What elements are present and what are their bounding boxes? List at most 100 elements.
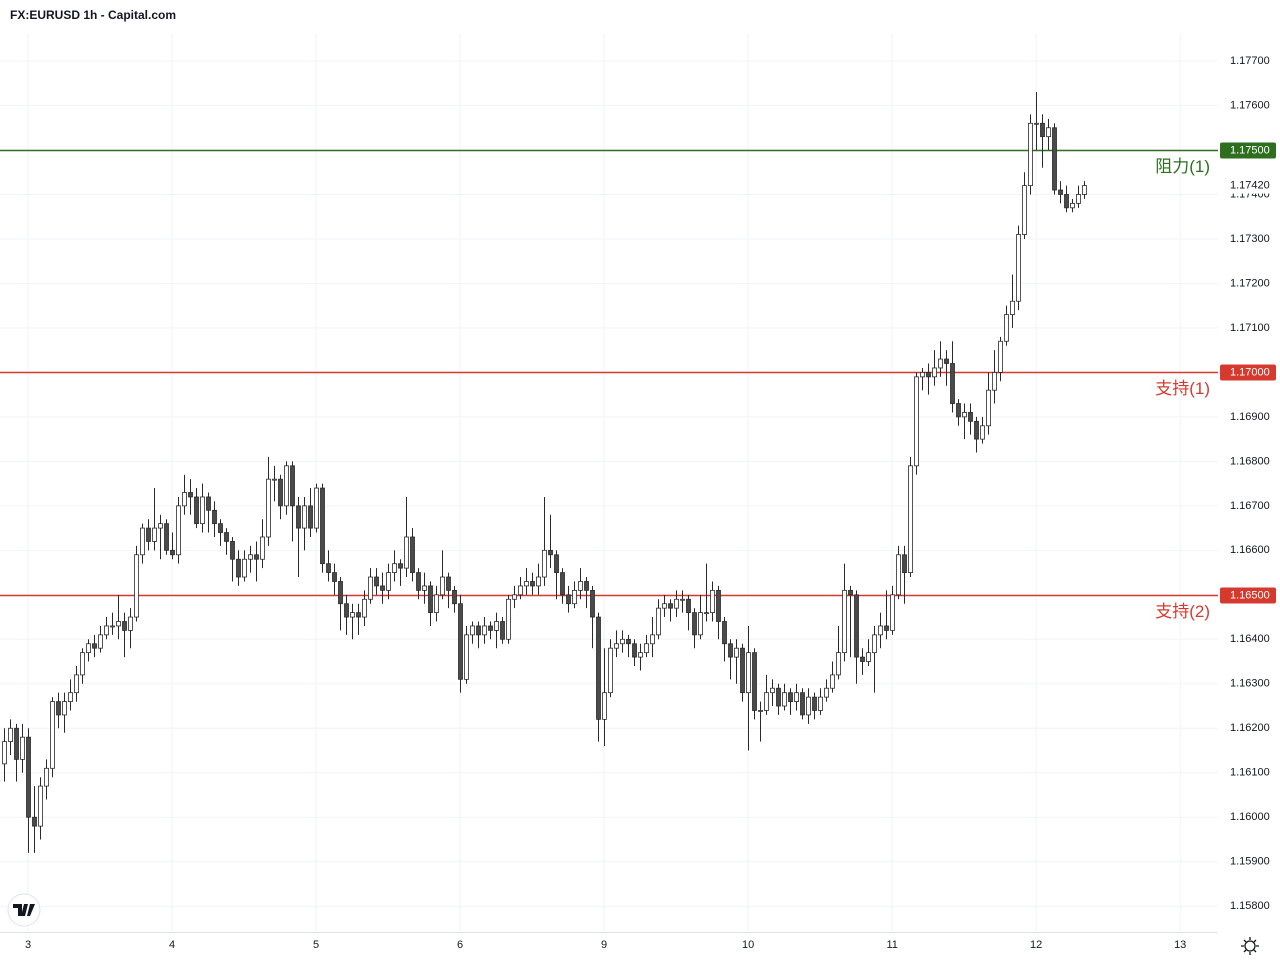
candle-body [968,412,973,422]
candle-body [350,612,355,618]
candle-body [1070,202,1075,209]
candle-body [812,696,817,711]
candle-body [590,589,595,618]
candle-body [908,465,913,573]
candle-body [986,389,991,427]
candle-body [1076,194,1081,204]
candle-body [932,367,937,378]
settings-icon[interactable] [1241,937,1259,955]
candle-body [944,358,949,364]
candle-body [152,527,157,542]
candle-body [716,589,721,622]
last-price-box [1220,177,1276,194]
candle-body [1064,194,1069,209]
x-tick-label: 6 [457,939,463,951]
candle-body [74,674,79,694]
candle-body [212,509,217,525]
candle-body [98,634,103,649]
candle-body [38,785,43,827]
candle-body [860,656,865,662]
candle-body [992,372,997,391]
candle-body [686,598,691,614]
y-tick-label: 1.17100 [1230,322,1270,334]
y-tick-label: 1.17700 [1230,55,1270,67]
candle-body [470,625,475,636]
candle-body [776,687,781,707]
level-label: 支持(1) [1155,379,1210,398]
candle-body [650,634,655,645]
candle-body [728,643,733,658]
level-price-label: 1.17500 [1230,144,1270,156]
candle-body [1040,122,1045,138]
candle-body [734,647,739,658]
candle-body [116,621,121,627]
candle-body [614,643,619,649]
candle-body [662,603,667,609]
chart-title: FX:EURUSD 1h - Capital.com [10,8,176,22]
candle-body [890,594,895,631]
candle-body [644,643,649,654]
candle-body [842,589,847,654]
candle-body [170,549,175,556]
candle-body [134,554,139,618]
level-price-box [1220,142,1276,159]
candle-body [110,625,115,628]
candle-body [506,598,511,640]
candle-body [86,643,91,654]
candle-body [428,585,433,614]
candle-body [620,638,625,645]
candle-body [884,625,889,631]
candle-body [80,652,85,676]
candle-body [188,492,193,498]
candle-body [362,598,367,618]
candle-body [554,554,559,573]
candle-body [296,505,301,529]
candle-body [896,554,901,596]
candle-body [578,581,583,591]
candle-body [374,576,379,587]
candle-body [710,589,715,614]
level-label: 支持(2) [1155,602,1210,621]
candle-body [1010,300,1015,315]
candle-body [794,692,799,702]
level-price-box [1220,587,1276,604]
candle-body [950,363,955,404]
y-tick-label: 1.16200 [1230,722,1270,734]
candle-body [440,576,445,596]
candle-body [326,563,331,573]
candle-body [806,696,811,716]
candle-body [104,625,109,636]
candle-body [542,549,547,578]
level-price-label: 1.16500 [1230,589,1270,601]
candle-body [386,572,391,591]
candle-body [788,692,793,702]
level-price-label: 1.17000 [1230,366,1270,378]
candle-body [980,425,985,440]
candle-body [1046,127,1051,138]
candle-body [902,554,907,573]
x-tick-label: 9 [601,939,607,951]
candle-body [164,523,169,551]
candle-body [20,736,25,760]
levels: 阻力(1) 支持(1) 支持(2) [0,149,1218,621]
candle-body [254,554,259,560]
candle-body [284,465,289,507]
candle-body [1016,234,1021,302]
candle-body [566,594,571,605]
candle-body [800,692,805,716]
candle-body [698,612,703,636]
candle-body [8,727,13,743]
candle-body [866,652,871,662]
candle-body [782,692,787,707]
candle-body [206,496,211,511]
candle-body [242,558,247,578]
candle-body [656,607,661,636]
candle-body [92,643,97,649]
candle-body [50,701,55,769]
candle-body [824,687,829,698]
candle-body [464,634,469,680]
candle-body [836,652,841,676]
y-tick-label: 1.16100 [1230,767,1270,779]
